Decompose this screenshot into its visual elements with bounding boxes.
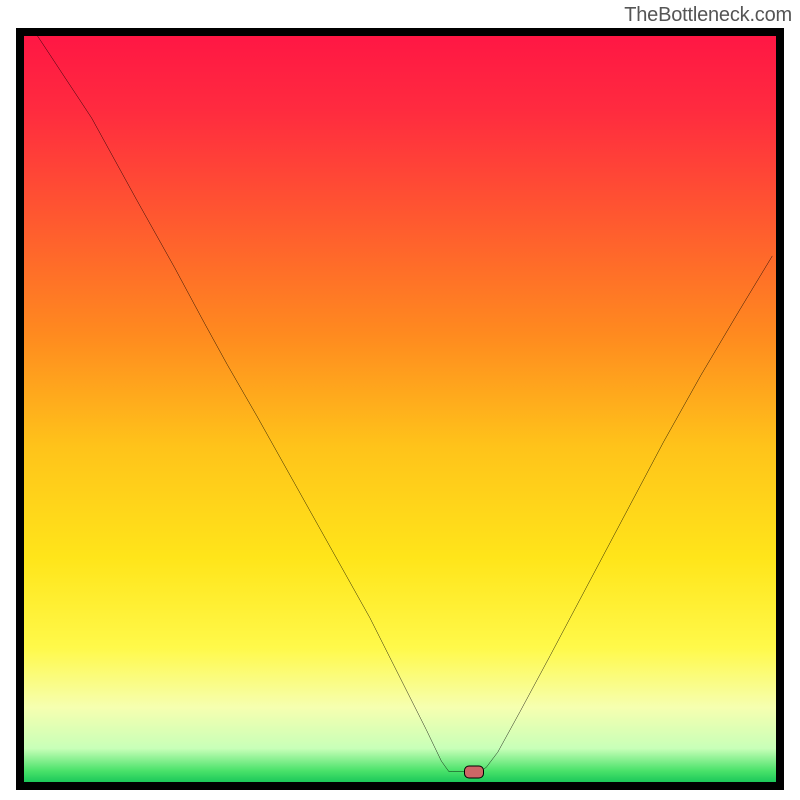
- chart-canvas: TheBottleneck.com: [0, 0, 800, 800]
- watermark-text: TheBottleneck.com: [624, 4, 792, 27]
- optimum-marker: [464, 765, 484, 778]
- bottleneck-curve: [24, 36, 776, 782]
- plot-interior: [24, 36, 776, 782]
- curve-path: [38, 36, 773, 772]
